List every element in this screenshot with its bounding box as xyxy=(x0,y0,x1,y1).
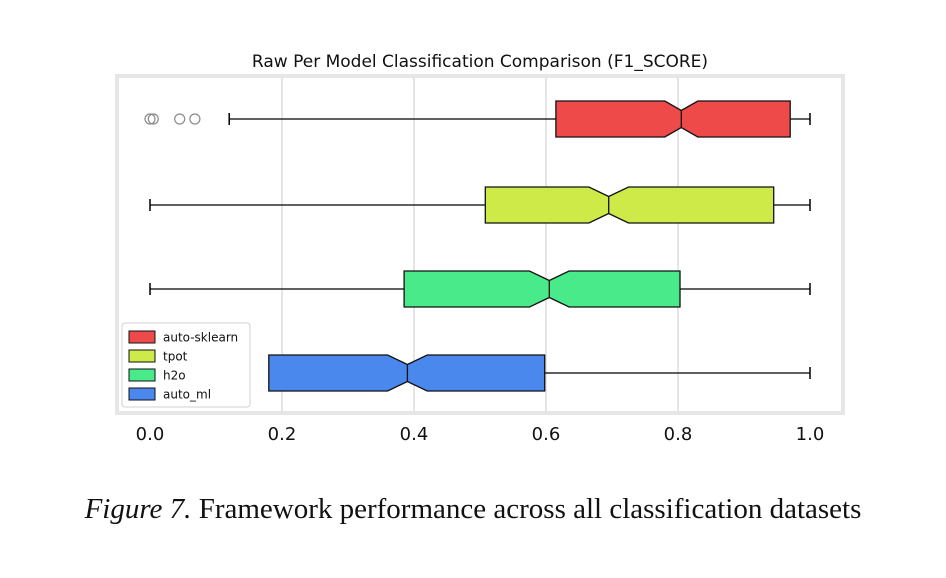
series-tpot xyxy=(149,186,811,224)
legend-frame xyxy=(121,322,251,408)
x-tick-label: 0.4 xyxy=(400,424,429,445)
outlier-point xyxy=(144,113,156,125)
caption-text: Framework performance across all classif… xyxy=(198,493,862,525)
legend-label: h2o xyxy=(163,369,186,383)
box-auto-sklearn xyxy=(555,100,791,138)
legend-swatch-auto_ml xyxy=(128,387,156,401)
legend-label: tpot xyxy=(163,350,188,364)
outlier-point xyxy=(189,113,201,125)
series-h2o xyxy=(149,270,811,308)
boxplot-chart: Raw Per Model Classification Comparison … xyxy=(115,52,845,445)
outlier-point xyxy=(174,113,186,125)
box-series xyxy=(144,100,811,392)
outlier-point xyxy=(147,113,159,125)
x-tick-label: 0.0 xyxy=(136,424,165,445)
x-tick-label: 1.0 xyxy=(796,424,825,445)
figure-caption: Figure 7. Framework performance across a… xyxy=(0,493,946,526)
legend-swatch-auto-sklearn xyxy=(128,330,156,344)
series-auto_ml xyxy=(268,354,811,392)
x-tick-label: 0.6 xyxy=(532,424,561,445)
legend-swatch-tpot xyxy=(128,349,156,363)
legend-swatch-h2o xyxy=(128,368,156,382)
x-tick-label: 0.2 xyxy=(268,424,297,445)
series-auto-sklearn xyxy=(144,100,811,138)
caption-figure-label: Figure 7. xyxy=(84,493,192,525)
legend: auto-sklearn tpot h2o auto_ml xyxy=(121,322,251,408)
legend-label: auto_ml xyxy=(163,388,211,402)
x-axis-ticks: 0.0 0.2 0.4 0.6 0.8 1.0 xyxy=(136,424,825,445)
x-tick-label: 0.8 xyxy=(664,424,693,445)
chart-title: Raw Per Model Classification Comparison … xyxy=(252,52,708,72)
legend-label: auto-sklearn xyxy=(163,331,238,345)
box-tpot xyxy=(484,186,775,224)
box-h2o xyxy=(403,270,681,308)
